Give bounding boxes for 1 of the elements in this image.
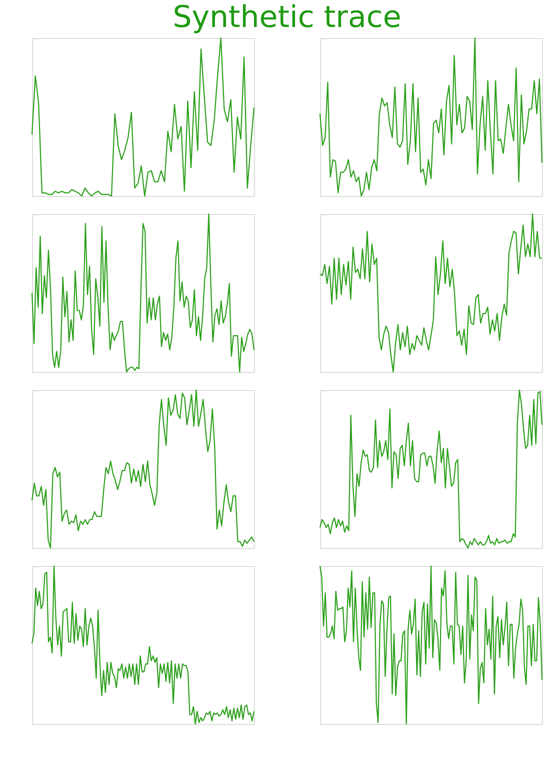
chart-title: Synthetic trace (172, 0, 402, 35)
